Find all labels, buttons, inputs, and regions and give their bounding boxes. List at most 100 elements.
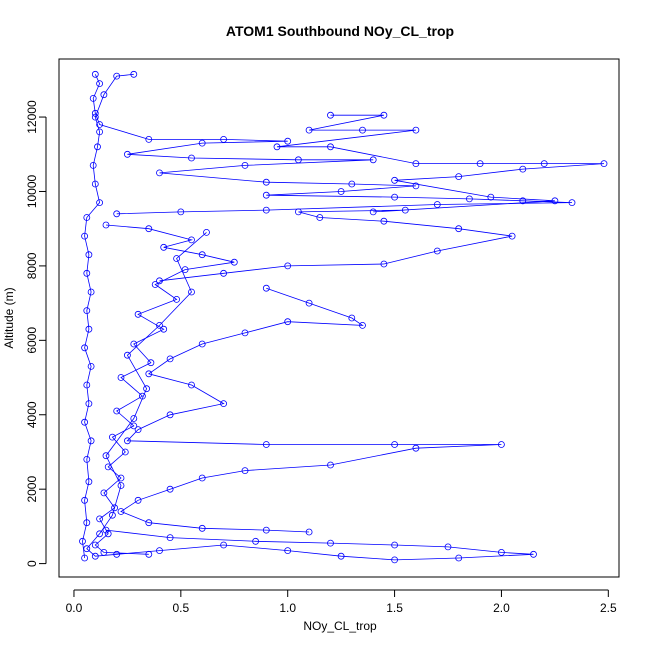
data-point (85, 478, 93, 486)
data-point (96, 80, 103, 87)
data-point (391, 176, 399, 184)
data-point (87, 288, 95, 296)
data-point (87, 437, 95, 445)
data-point (220, 400, 228, 408)
data-point (198, 524, 206, 532)
data-point (188, 288, 195, 296)
data-point (102, 526, 110, 534)
data-point (220, 541, 228, 549)
data-point (96, 199, 103, 207)
data-point (316, 214, 324, 221)
data-point (166, 534, 174, 541)
data-point (147, 359, 155, 367)
y-tick-label: 4000 (25, 401, 39, 428)
data-point (166, 485, 174, 493)
data-point (81, 554, 88, 562)
data-point (83, 381, 91, 389)
data-point (305, 126, 313, 134)
data-point (327, 461, 334, 469)
y-axis-label: Altitude (m) (2, 287, 16, 348)
data-point (91, 541, 99, 549)
data-point (124, 150, 131, 158)
data-point (220, 135, 228, 143)
data-point (134, 426, 142, 434)
data-point (113, 72, 121, 80)
data-point (151, 281, 159, 288)
data-point (568, 199, 576, 207)
data-point (327, 111, 334, 119)
data-point (188, 236, 195, 244)
data-point (91, 180, 99, 188)
data-point (91, 70, 99, 78)
data-point (497, 549, 505, 556)
data-point (262, 191, 270, 199)
data-point (113, 407, 121, 415)
data-point (156, 169, 163, 177)
y-tick-label: 0 (25, 560, 39, 567)
data-point (508, 232, 516, 240)
data-point (81, 344, 88, 352)
data-point (143, 385, 151, 393)
data-point (519, 197, 527, 205)
x-axis-label: NOy_CL_trop (303, 619, 377, 633)
data-point (111, 504, 118, 512)
data-point (294, 156, 302, 164)
data-point (380, 111, 388, 119)
data-point (519, 165, 527, 173)
data-point (401, 206, 409, 214)
data-point (412, 160, 420, 168)
data-point (241, 161, 249, 169)
data-point (83, 519, 91, 527)
data-point (337, 552, 345, 560)
y-tick-label: 12000 (25, 100, 39, 134)
data-point (130, 70, 138, 78)
plot-frame (58, 58, 620, 578)
data-point (198, 474, 206, 482)
data-point (130, 422, 138, 430)
data-point (455, 225, 463, 233)
data-point (81, 418, 88, 426)
data-point (145, 370, 153, 378)
data-point (284, 318, 292, 326)
data-point (530, 550, 537, 558)
data-point (262, 284, 270, 292)
data-point (203, 228, 210, 236)
data-point (540, 160, 548, 168)
data-point (188, 381, 195, 389)
data-point (94, 143, 101, 151)
y-tick-label: 2000 (25, 476, 39, 503)
data-point (121, 448, 129, 456)
x-tick-label: 1.0 (279, 601, 296, 615)
data-point (79, 537, 86, 545)
data-point (109, 511, 116, 519)
data-point (337, 188, 345, 195)
data-point (96, 530, 103, 538)
data-point (85, 325, 93, 333)
data-point (220, 269, 228, 277)
data-point (85, 251, 93, 259)
data-point (305, 528, 313, 536)
y-tick-label: 6000 (25, 327, 39, 354)
data-point (262, 526, 270, 534)
data-point (198, 139, 206, 147)
data-point (177, 208, 185, 216)
series-line (92, 74, 573, 215)
data-point (81, 232, 88, 240)
data-point (102, 452, 110, 460)
data-point (89, 161, 97, 169)
data-point (284, 547, 292, 554)
data-point (85, 400, 93, 408)
x-tick-label: 2.5 (600, 601, 617, 615)
data-point (380, 217, 388, 225)
data-point (104, 530, 112, 538)
data-point (476, 160, 484, 168)
data-point (96, 128, 103, 136)
data-point (156, 547, 163, 554)
data-point (433, 201, 441, 208)
data-point (433, 247, 441, 255)
data-point (412, 126, 420, 134)
x-tick-label: 1.5 (386, 601, 403, 615)
data-point (117, 508, 125, 515)
data-point (369, 208, 377, 216)
